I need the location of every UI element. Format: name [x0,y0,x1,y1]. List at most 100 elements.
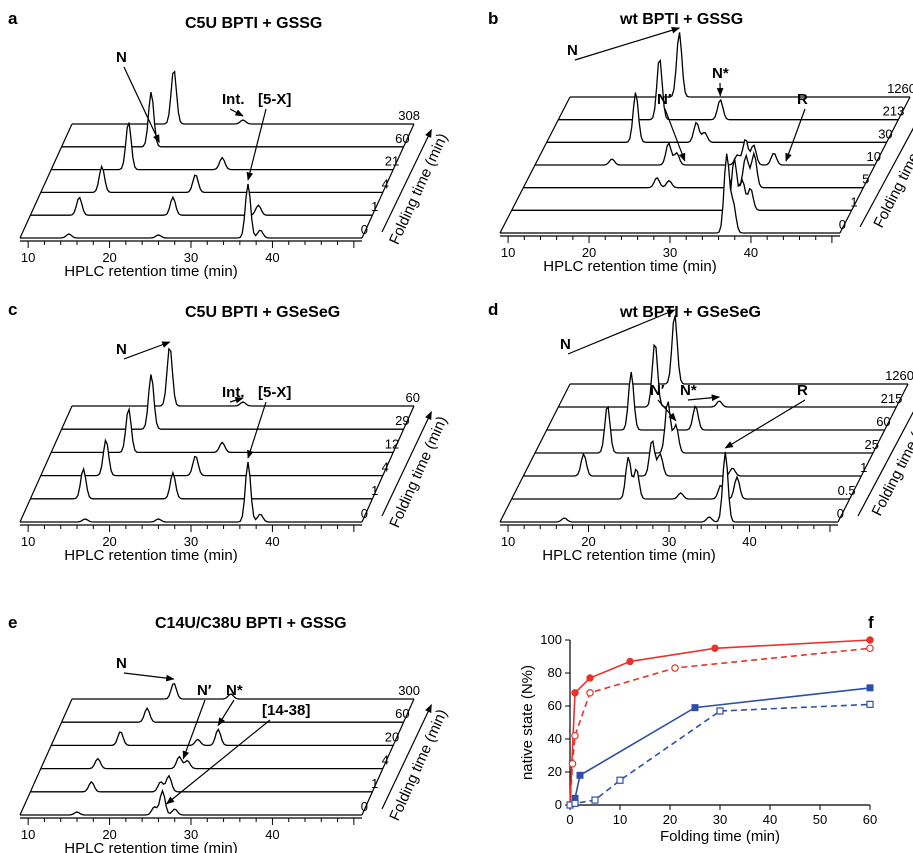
x-tick-label: 40 [265,534,279,549]
x-axis-label: HPLC retention time (min) [64,547,237,564]
folding-time-label: 0 [361,506,368,521]
x-tick-label: 60 [863,812,877,827]
peak-arrow [724,399,806,449]
chromatogram-trace [511,456,850,500]
x-tick-label: 30 [184,250,198,265]
data-point [716,707,724,715]
peak-annotation: N* [712,65,729,82]
chromatogram-trace [500,153,840,234]
folding-time-label: 5 [862,172,869,187]
chromatogram-trace [558,343,897,408]
peak-arrow [182,699,206,760]
x-axis-label: Folding time (min) [660,828,780,845]
chromatogram-trace [535,139,875,166]
x-tick-label: 20 [581,534,595,549]
folding-time-arrow [859,127,913,228]
folding-time-label: 1 [371,483,378,498]
x-tick-label: 40 [742,534,756,549]
folding-time-label: 1260 [887,81,913,96]
folding-time-label: 1 [850,194,857,209]
data-point [866,636,874,644]
peak-arrow [247,401,267,459]
panel-label: d [488,300,498,319]
x-tick-label: 10 [21,250,35,265]
peak-annotation: N [560,336,571,353]
folding-time-arrow [857,411,913,517]
peak-annotation: N [116,341,127,358]
chromatogram-trace [558,59,899,121]
chromatogram-trace [51,122,394,171]
data-point [866,644,874,653]
folding-time-label: 308 [398,108,420,123]
y-axis-label: native state (N%) [519,665,536,780]
data-point [586,688,594,697]
x-tick-label: 20 [582,245,596,260]
peak-arrow [123,341,171,360]
x-tick-label: 30 [184,827,198,842]
panel-label: b [488,9,498,28]
peak-annotation: N [567,42,578,59]
x-axis-label: HPLC retention time (min) [543,258,716,275]
folding-time-label: 1 [371,776,378,791]
folding-time-label: 0.5 [838,483,856,498]
peak-arrow [123,66,160,144]
chromatogram-trace [546,92,887,143]
peak-annotation: N′ [197,682,212,699]
trace-fill [61,374,404,432]
frame-left-edge [19,123,73,239]
peak-annotation: N* [226,682,243,699]
x-tick-label: 10 [21,827,35,842]
frame-left-edge [499,96,571,234]
panel-label: e [8,613,17,632]
chromatogram-trace [30,195,373,216]
folding-time-label: 4 [382,753,389,768]
trace-fill [40,440,383,478]
peak-annotation: N [116,655,127,672]
chromatogram-trace [61,374,404,430]
folding-time-label: 1 [860,460,867,475]
panel-title: wt BPTI + GSeSeG [619,304,761,321]
x-tick-label: 10 [501,534,515,549]
chromatogram-trace [61,706,404,723]
chromatogram-trace [511,158,852,211]
chromatogram-trace [500,451,838,523]
peak-arrow [664,108,686,162]
x-tick-label: 30 [662,534,676,549]
panel-title: C14U/C38U BPTI + GSSG [155,615,347,632]
peak-arrow [165,719,271,805]
chromatogram-trace [72,683,414,700]
panel-label: a [8,9,18,28]
y-tick-label: 20 [548,764,562,779]
peak-annotation: N′ [657,91,672,108]
chromatogram-trace [570,315,908,385]
peak-annotation: N [116,49,127,66]
x-tick-label: 10 [21,534,35,549]
peak-arrow [217,699,235,727]
chromatogram-trace [20,183,362,239]
folding-time-arrow [381,411,432,517]
folding-time-label: 0 [361,222,368,237]
trace-fill [558,345,897,409]
chromatogram-trace [570,32,910,98]
data-point [576,771,584,779]
peak-arrow [785,108,806,162]
trace-fill [30,775,373,794]
trace-fill [523,441,862,478]
trace-fill [511,457,850,501]
data-point [571,731,579,740]
frame-left-edge [499,383,571,523]
x-tick-label: 30 [663,245,677,260]
peak-annotation: [5-X] [258,384,291,401]
trace-fill [570,315,908,386]
trace-fill [30,197,373,218]
data-point [866,700,874,708]
panel-label: f [868,613,874,632]
x-axis-label: HPLC retention time (min) [64,840,237,853]
peak-arrow [687,394,721,402]
folding-time-arrow [381,128,432,233]
chromatogram-trace [30,774,373,793]
